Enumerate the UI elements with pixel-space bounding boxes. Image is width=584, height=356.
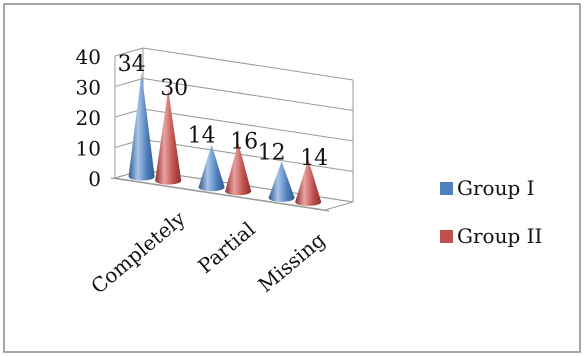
- cone-body: [268, 161, 295, 202]
- data-label: 14: [188, 124, 216, 149]
- cone-body: [295, 159, 322, 206]
- legend-label: Group I: [457, 176, 535, 200]
- cone-bar: [155, 89, 182, 185]
- x-axis-line: [110, 177, 330, 212]
- legend-swatch: [440, 182, 453, 195]
- y-tick-label: 20: [76, 106, 101, 130]
- legend-swatch: [440, 230, 453, 243]
- side-gridline: [114, 47, 144, 57]
- data-label: 16: [230, 129, 258, 154]
- legend: Group I Group II: [440, 176, 542, 248]
- data-label: 30: [160, 76, 188, 101]
- cone-bar: [225, 142, 252, 196]
- y-tick-label: 0: [88, 167, 101, 191]
- gridline: [142, 139, 354, 172]
- data-label: 34: [118, 52, 146, 77]
- y-tick-label: 40: [76, 45, 101, 69]
- cone-bar: [268, 161, 295, 202]
- cone-bar: [198, 144, 225, 192]
- cone-body: [155, 89, 182, 185]
- cone-bar: [128, 72, 155, 181]
- gridline: [142, 47, 354, 81]
- legend-label: Group II: [457, 224, 542, 248]
- side-gridline: [114, 78, 144, 87]
- cone-body: [128, 72, 155, 181]
- cone-body: [225, 142, 252, 196]
- cone-body: [198, 144, 225, 192]
- y-tick-label: 30: [76, 76, 101, 100]
- gridline: [142, 78, 354, 111]
- cone-bar: [295, 159, 322, 206]
- gridline: [142, 108, 354, 142]
- y-tick-label: 10: [76, 137, 101, 161]
- chart-border: [3, 3, 581, 353]
- data-label: 12: [258, 140, 286, 165]
- data-label: 14: [300, 146, 328, 171]
